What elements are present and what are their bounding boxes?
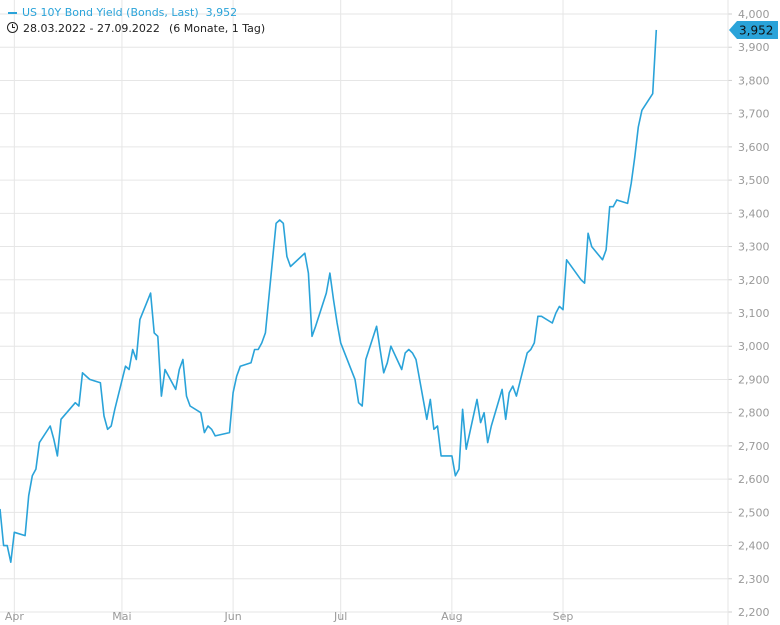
legend: US 10Y Bond Yield (Bonds, Last) 3,952 bbox=[8, 6, 237, 20]
series-layer bbox=[0, 29, 658, 564]
x-tick-label: Jul bbox=[333, 610, 347, 623]
legend-swatch bbox=[8, 12, 17, 14]
y-tick-label: 3,100 bbox=[738, 307, 770, 320]
date-range: 28.03.2022 - 27.09.2022 (6 Monate, 1 Tag) bbox=[7, 22, 265, 36]
y-tick-label: 3,800 bbox=[738, 74, 770, 87]
y-tick-label: 2,600 bbox=[738, 473, 770, 486]
y-tick-label: 3,300 bbox=[738, 241, 770, 254]
y-tick-label: 2,500 bbox=[738, 506, 770, 519]
y-tick-label: 2,700 bbox=[738, 440, 770, 453]
last-value-label: 3,952 bbox=[739, 23, 773, 37]
clock-icon bbox=[7, 22, 18, 33]
series-line bbox=[0, 29, 658, 564]
x-tick-label: Sep bbox=[553, 610, 574, 623]
y-tick-label: 4,000 bbox=[738, 8, 770, 21]
period-text: (6 Monate, 1 Tag) bbox=[168, 22, 266, 35]
legend-last-value: 3,952 bbox=[205, 6, 238, 19]
y-tick-label: 2,800 bbox=[738, 407, 770, 420]
x-tick-label: Apr bbox=[5, 610, 25, 623]
y-tick-label: 2,300 bbox=[738, 573, 770, 586]
y-tick-label: 2,900 bbox=[738, 373, 770, 386]
y-tick-label: 3,600 bbox=[738, 141, 770, 154]
last-value-badge: 3,952 bbox=[729, 20, 778, 39]
gridlines bbox=[0, 0, 728, 613]
y-tick-label: 3,900 bbox=[738, 41, 770, 54]
x-tick-label: Mai bbox=[112, 610, 131, 623]
y-tick-label: 3,500 bbox=[738, 174, 770, 187]
x-tick-label: Jun bbox=[224, 610, 242, 623]
y-tick-label: 3,000 bbox=[738, 340, 770, 353]
legend-series-label: US 10Y Bond Yield (Bonds, Last) bbox=[22, 6, 199, 19]
date-range-text: 28.03.2022 - 27.09.2022 bbox=[23, 22, 160, 35]
y-tick-label: 3,400 bbox=[738, 207, 770, 220]
y-axis: 2,200 2,300 2,400 2,500 2,600 2,700 2,800 2,900… bbox=[727, 0, 770, 625]
y-tick-label: 3,200 bbox=[738, 274, 770, 287]
x-tick-label: Aug bbox=[441, 610, 462, 623]
y-tick-label: 2,200 bbox=[738, 606, 770, 619]
y-tick-label: 3,700 bbox=[738, 108, 770, 121]
last-value-badge-bg bbox=[729, 20, 778, 39]
y-tick-label: 2,400 bbox=[738, 540, 770, 553]
x-axis: Apr Mai Jun Jul Aug Sep bbox=[5, 610, 574, 623]
